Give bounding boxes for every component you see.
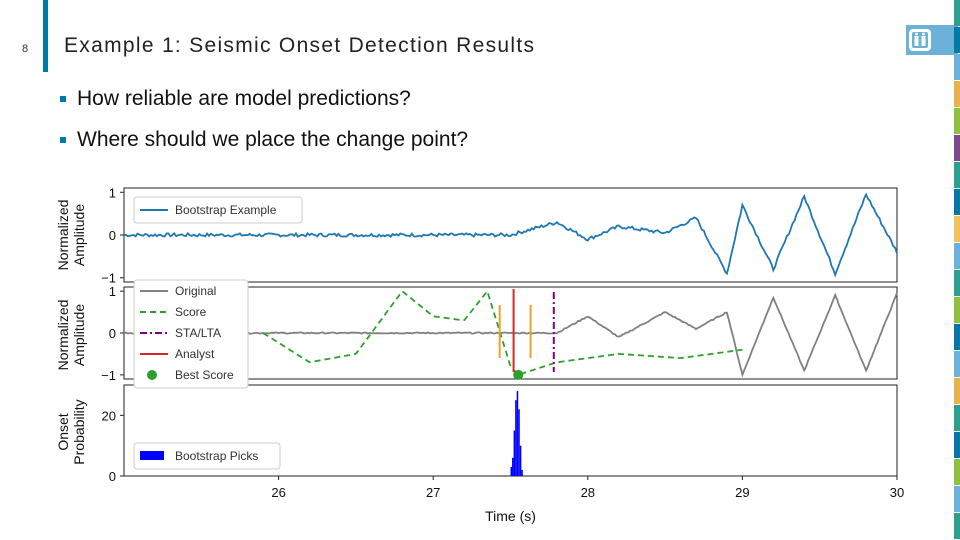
series-line-original: [123, 292, 898, 378]
best-score-point: [513, 369, 524, 380]
legend-original-label: Original: [175, 284, 216, 298]
legend-bootstrap-picks-label: Bootstrap Picks: [175, 449, 258, 463]
color-stripe: [954, 162, 960, 188]
bullet-square-icon: [60, 96, 66, 102]
ylabel-line: Onset: [55, 413, 71, 450]
color-stripe: [954, 459, 960, 485]
ylabel-line: Normalized: [55, 200, 71, 271]
color-stripe: [954, 270, 960, 296]
color-stripe: [954, 54, 960, 80]
color-stripe: [954, 513, 960, 539]
bullet-square-icon: [60, 137, 66, 143]
histogram-bar: [518, 409, 520, 476]
legend-top: Bootstrap Example: [133, 196, 303, 224]
bullet-item: Where should we place the change point?: [60, 127, 468, 153]
ytick-mid-neg1: −1: [101, 368, 116, 383]
title-accent-bar: [43, 0, 48, 72]
xtick-27: 27: [426, 485, 440, 500]
logo: [906, 25, 958, 55]
ylabel-middle: NormalizedAmplitude: [55, 300, 87, 371]
legend-best-score-swatch: [147, 370, 157, 380]
legend-top-box: [133, 196, 303, 224]
bullet-text: Where should we place the change point?: [77, 128, 469, 151]
ylabel-line: Probability: [71, 399, 87, 464]
legend-best-score-label: Best Score: [175, 368, 234, 382]
color-stripe: [954, 297, 960, 323]
bullet-text: How reliable are model predictions?: [77, 87, 411, 110]
color-stripe: [954, 135, 960, 161]
histogram-bar: [516, 391, 519, 476]
legend-bottom: Bootstrap Picks: [133, 442, 281, 470]
ylabel-line: Normalized: [55, 300, 71, 371]
xtick-29: 29: [735, 485, 749, 500]
bullet-list: How reliable are model predictions? Wher…: [60, 86, 468, 168]
color-stripe: [954, 378, 960, 404]
ytick-top-1: 1: [109, 185, 116, 200]
ylabel-line: Amplitude: [71, 204, 87, 266]
ylabel-bottom: OnsetProbability: [55, 399, 87, 464]
color-stripe: [954, 81, 960, 107]
ylabel-line: Amplitude: [71, 304, 87, 366]
bullet-item: How reliable are model predictions?: [60, 86, 468, 112]
color-stripe: [954, 27, 960, 53]
color-stripe: [954, 432, 960, 458]
series-line-score: [262, 289, 743, 376]
legend-score-label: Score: [175, 305, 207, 319]
color-stripe: [954, 351, 960, 377]
legend-bootstrap-picks-swatch: [140, 451, 164, 460]
histogram-bar: [510, 466, 513, 476]
seismic-chart: NormalizedAmplitude NormalizedAmplitude …: [55, 185, 904, 524]
color-stripe: [954, 405, 960, 431]
xtick-28: 28: [581, 485, 595, 500]
ytick-top-neg1: −1: [101, 271, 116, 286]
legend-bottom-box: [133, 442, 281, 470]
ytick-mid-0: 0: [109, 326, 116, 341]
color-stripe: [954, 0, 960, 26]
ytick-bottom-20: 20: [102, 408, 116, 423]
ytick-mid-1: 1: [109, 284, 116, 299]
legend-middle-box: [133, 279, 249, 389]
color-stripe: [954, 189, 960, 215]
histogram-bar: [515, 400, 517, 476]
xlabel: Time (s): [485, 508, 536, 524]
logo-icon: [909, 29, 931, 51]
slide-title: Example 1: Seismic Onset Detection Resul…: [64, 34, 536, 57]
legend-bootstrap-label: Bootstrap Example: [175, 203, 277, 217]
series-line-bootstrap-example: [123, 192, 898, 278]
legend-middle: Original Score STA/LTA Analyst Best Scor…: [133, 279, 249, 389]
xtick-26: 26: [271, 485, 285, 500]
legend-analyst-label: Analyst: [175, 347, 215, 361]
ylabel-top: NormalizedAmplitude: [55, 200, 87, 271]
ytick-bottom-0: 0: [109, 469, 116, 484]
color-stripe: [954, 324, 960, 350]
xtick-30: 30: [890, 485, 904, 500]
ytick-top-0: 0: [109, 228, 116, 243]
histogram-bar: [521, 469, 523, 476]
histogram-bar: [513, 430, 516, 476]
color-stripe: [954, 108, 960, 134]
legend-stalta-label: STA/LTA: [175, 326, 221, 340]
color-stripe: [954, 216, 960, 242]
color-stripe: [954, 486, 960, 512]
slide-number: 8: [22, 43, 29, 55]
histogram-bar: [512, 457, 514, 476]
color-stripe: [954, 243, 960, 269]
histogram-bar: [519, 445, 522, 476]
